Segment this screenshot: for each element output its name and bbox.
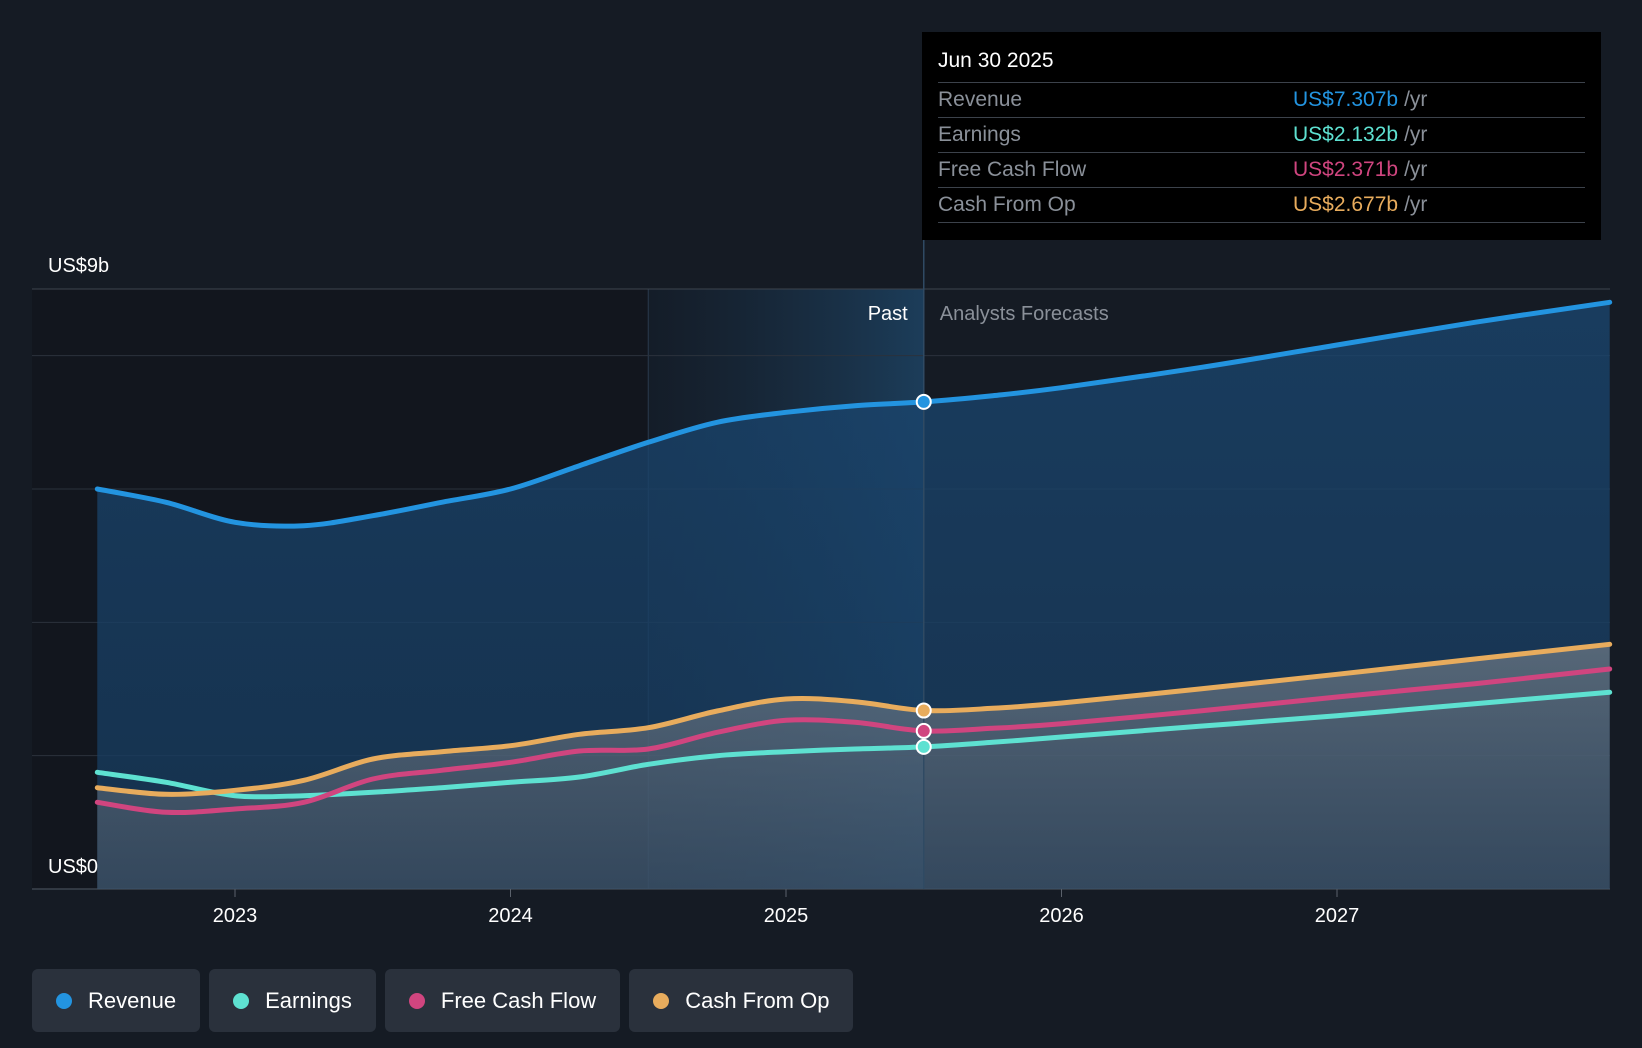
tooltip-label: Revenue — [938, 88, 1023, 111]
revenue-dot-icon — [56, 992, 72, 1009]
tooltip-unit: /yr — [1404, 123, 1428, 146]
legend-item-earnings[interactable]: Earnings — [209, 969, 376, 1032]
tooltip-label: Earnings — [938, 123, 1021, 146]
legend-label: Revenue — [88, 987, 177, 1013]
tooltip-row-cash-from-op: Cash From Op US$2.677b /yr — [938, 187, 1585, 223]
legend-label: Earnings — [265, 987, 352, 1013]
x-tick-label: 2027 — [1315, 905, 1360, 927]
x-tick-label: 2024 — [488, 905, 533, 927]
tooltip-label: Cash From Op — [938, 193, 1076, 216]
legend-item-free-cash-flow[interactable]: Free Cash Flow — [384, 969, 621, 1032]
x-tick-label: 2026 — [1039, 905, 1084, 927]
series-line-revenue — [94, 299, 1613, 529]
tooltip-unit: /yr — [1404, 193, 1428, 216]
free-cash-flow-dot-icon — [408, 992, 425, 1009]
y-axis-bottom-label: US$0 — [48, 856, 98, 878]
marker-earnings — [915, 738, 932, 755]
tooltip-label: Free Cash Flow — [938, 158, 1087, 181]
marker-free-cash-flow — [915, 722, 932, 739]
series-line-free-cash-flow — [94, 666, 1613, 816]
x-tick-label: 2023 — [213, 905, 258, 927]
legend-label: Free Cash Flow — [440, 987, 597, 1013]
legend-item-cash-from-op[interactable]: Cash From Op — [629, 969, 854, 1032]
tooltip-value: US$2.132b — [1293, 123, 1399, 146]
series-line-cash-from-op — [94, 641, 1613, 797]
tooltip-date: Jun 30 2025 — [938, 49, 1054, 72]
series-line-earnings — [94, 689, 1613, 800]
tooltip-unit: /yr — [1404, 158, 1428, 181]
x-tick-label: 2025 — [764, 905, 809, 927]
forecast-label: Analysts Forecasts — [940, 303, 1109, 325]
legend-item-revenue[interactable]: Revenue — [32, 969, 201, 1032]
marker-cash-from-op — [915, 702, 932, 719]
y-axis-top-label: US$9b — [48, 255, 109, 277]
past-label: Past — [868, 303, 908, 325]
tooltip-row-free-cash-flow: Free Cash Flow US$2.371b /yr — [938, 152, 1585, 187]
tooltip-row-revenue: Revenue US$7.307b /yr — [938, 82, 1585, 117]
tooltip-value: US$2.677b — [1293, 193, 1399, 216]
tooltip-unit: /yr — [1404, 88, 1428, 111]
cash-from-op-dot-icon — [653, 992, 670, 1009]
marker-revenue — [915, 393, 932, 410]
legend: Revenue Earnings Free Cash Flow Cash Fro… — [32, 969, 854, 1032]
tooltip-value: US$7.307b — [1293, 88, 1399, 111]
tooltip-row-earnings: Earnings US$2.132b /yr — [938, 117, 1585, 152]
tooltip-value: US$2.371b — [1293, 158, 1399, 181]
earnings-dot-icon — [233, 992, 250, 1009]
legend-label: Cash From Op — [685, 987, 830, 1013]
tooltip-panel: Jun 30 2025 Revenue US$7.307b /yr Earnin… — [922, 32, 1601, 240]
